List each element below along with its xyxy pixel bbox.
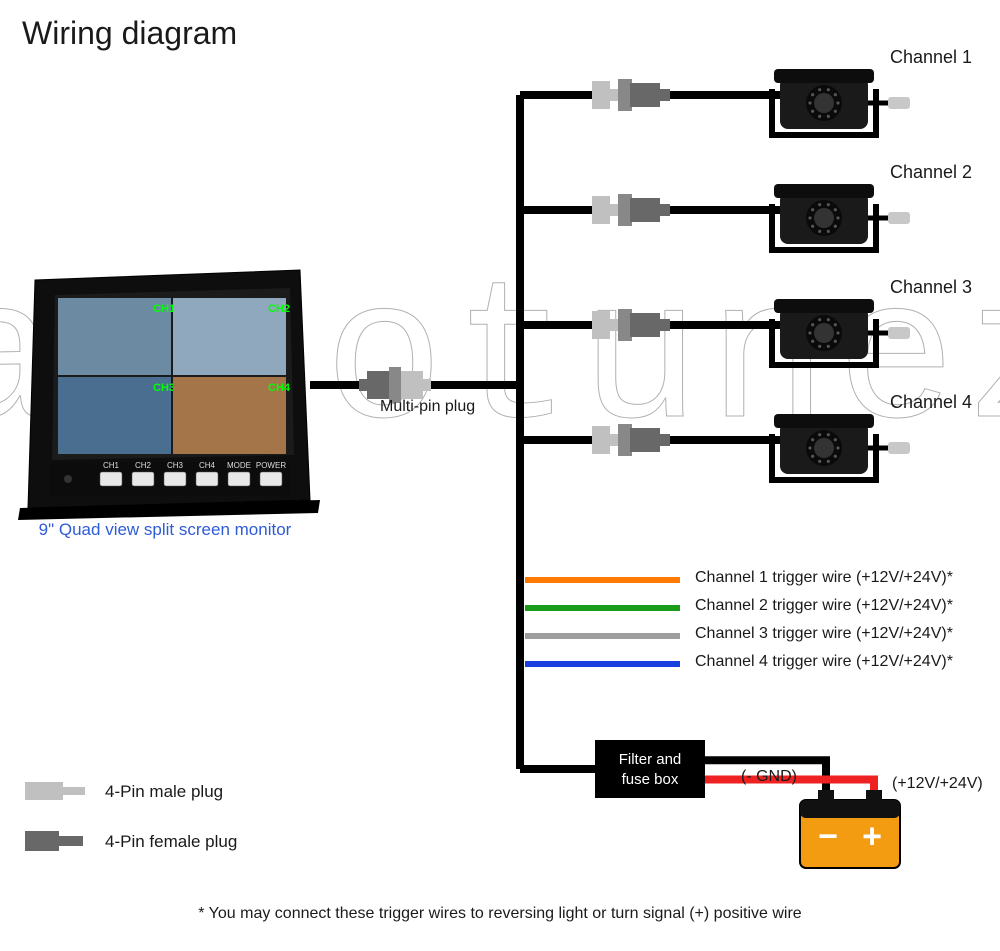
camera-icon bbox=[772, 69, 910, 135]
trigger-label: Channel 3 trigger wire (+12V/+24V)* bbox=[695, 625, 953, 643]
monitor-button-label: CH4 bbox=[199, 461, 216, 470]
gnd-label: (- GND) bbox=[741, 768, 797, 786]
monitor-button-label: CH2 bbox=[135, 461, 152, 470]
monitor-ch-label: CH4 bbox=[268, 382, 291, 394]
multipin-label: Multi-pin plug bbox=[380, 398, 475, 416]
trigger-label: Channel 2 trigger wire (+12V/+24V)* bbox=[695, 597, 953, 615]
channel-label: Channel 3 bbox=[890, 277, 972, 298]
filter-box-label: Filter and bbox=[619, 751, 682, 768]
camera-icon bbox=[772, 414, 910, 480]
footnote-text: * You may connect these trigger wires to… bbox=[0, 905, 1000, 923]
monitor-caption: 9" Quad view split screen monitor bbox=[25, 520, 305, 540]
trigger-label: Channel 1 trigger wire (+12V/+24V)* bbox=[695, 569, 953, 587]
svg-text:−: − bbox=[818, 818, 838, 856]
channel-label: Channel 4 bbox=[890, 392, 972, 413]
filter-fuse-box bbox=[595, 740, 705, 798]
pin-connector bbox=[592, 194, 670, 226]
camera-icon bbox=[772, 299, 910, 365]
monitor-ch-label: CH2 bbox=[268, 303, 290, 315]
monitor-button-label: MODE bbox=[227, 461, 251, 470]
filter-box-label: fuse box bbox=[622, 771, 679, 788]
monitor-button-label: CH3 bbox=[167, 461, 184, 470]
legend-male-plug-icon bbox=[25, 782, 63, 800]
legend-female-label: 4-Pin female plug bbox=[105, 832, 237, 852]
monitor-ch-label: CH3 bbox=[153, 382, 175, 394]
pin-connector bbox=[592, 424, 670, 456]
svg-text:+: + bbox=[862, 818, 882, 856]
channel-label: Channel 2 bbox=[890, 162, 972, 183]
monitor-button-label: CH1 bbox=[103, 461, 120, 470]
pos-label: (+12V/+24V) bbox=[892, 775, 983, 793]
pin-connector bbox=[592, 309, 670, 341]
legend-female-plug-icon bbox=[25, 831, 59, 851]
monitor-icon: CH1 CH2 CH3 CH4 CH1 CH2 CH3 CH4 MODE POWER bbox=[18, 270, 320, 520]
channel-label: Channel 1 bbox=[890, 47, 972, 68]
battery-icon: −+ bbox=[800, 790, 900, 868]
trigger-label: Channel 4 trigger wire (+12V/+24V)* bbox=[695, 653, 953, 671]
legend-male-label: 4-Pin male plug bbox=[105, 782, 223, 802]
monitor-button-label: POWER bbox=[256, 461, 286, 470]
pin-connector bbox=[592, 79, 670, 111]
wiring-svg: CH1 CH2 CH3 CH4 CH1 CH2 CH3 CH4 MODE POWER Filter … bbox=[0, 0, 1000, 951]
camera-icon bbox=[772, 184, 910, 250]
monitor-ch-label: CH1 bbox=[153, 303, 175, 315]
